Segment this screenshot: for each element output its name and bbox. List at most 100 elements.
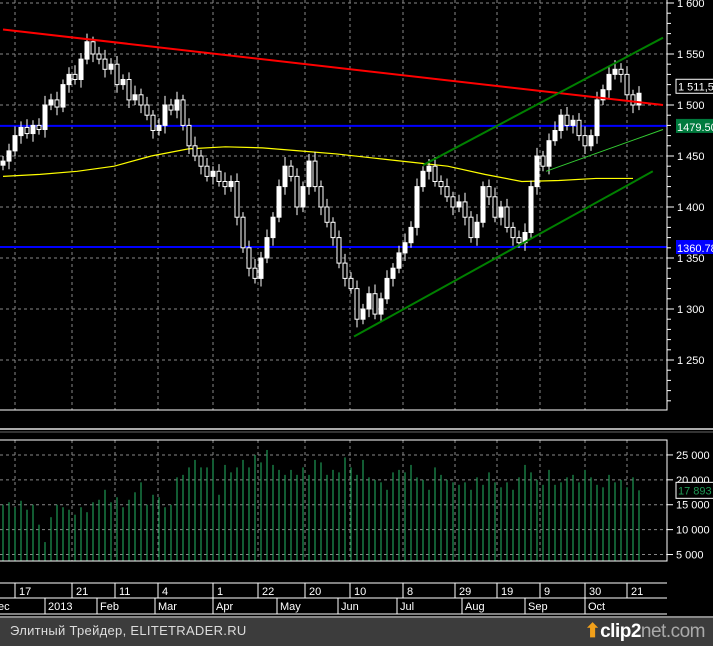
candle-body: [168, 104, 174, 111]
candle-body: [258, 257, 264, 279]
price-tick-label: 1 600: [677, 0, 705, 10]
candle-body: [234, 181, 240, 218]
candle-body: [456, 201, 462, 208]
volume-tick-label: 15 000: [676, 500, 710, 512]
candle-body: [312, 160, 318, 188]
candle-body: [192, 145, 198, 157]
candle-body: [144, 104, 150, 116]
candle-body: [36, 124, 42, 130]
price-tick-label: 1 450: [677, 151, 705, 163]
month-label: Jul: [400, 601, 414, 613]
candle-body: [138, 94, 144, 106]
candle-body: [120, 79, 126, 86]
candle-body: [540, 155, 546, 167]
last-price-box: [675, 78, 713, 94]
day-tick-label: 22: [262, 586, 274, 598]
candle-body: [336, 237, 342, 264]
candle-body: [486, 186, 492, 198]
trendline: [353, 170, 654, 338]
candle-body: [24, 126, 30, 135]
candle-body: [96, 53, 102, 60]
candle-body: [54, 99, 60, 108]
candle-body: [624, 73, 630, 96]
candle-body: [210, 170, 216, 177]
candle-body: [492, 196, 498, 218]
candle-body: [414, 186, 420, 228]
day-tick-label: 19: [501, 586, 513, 598]
horizontal-levels: 1479.50 1360.78: [0, 118, 713, 255]
price-panel-frame: [0, 0, 668, 411]
volume-tick-label: 10 000: [676, 525, 710, 537]
volume-last-box: [675, 481, 713, 499]
volume-panel-frame: [0, 439, 668, 562]
candle-body: [582, 135, 588, 147]
candle-body: [468, 216, 474, 239]
day-tick-label: 9: [544, 586, 550, 598]
candle-body: [60, 84, 66, 108]
candle-body: [396, 252, 402, 269]
candle-body: [516, 237, 522, 244]
candle-body: [204, 165, 210, 177]
price-tick-label: 1 250: [677, 355, 705, 367]
candle-body: [480, 186, 486, 223]
candle-body: [342, 262, 348, 279]
candle-body: [108, 63, 114, 70]
footer-text: Элитный Трейдер, ELITETRADER.RU: [10, 623, 247, 638]
candle-body: [594, 99, 600, 137]
candle-body: [276, 186, 282, 218]
month-label: Mar: [158, 601, 177, 613]
moving-average: [2, 146, 633, 183]
candle-body: [498, 206, 504, 218]
candle-body: [102, 58, 108, 70]
candle-body: [114, 63, 120, 86]
candle-body: [90, 41, 96, 55]
price-tick-label: 1 350: [677, 253, 705, 265]
candle-body: [510, 226, 516, 239]
candle-body: [174, 99, 180, 111]
candle-body: [588, 135, 594, 147]
candle-body: [84, 41, 90, 60]
candle-body: [48, 99, 54, 106]
candle-body: [0, 160, 6, 166]
candle-body: [6, 150, 12, 162]
day-tick-label: 21: [76, 586, 88, 598]
candle-body: [372, 293, 378, 315]
candle-body: [504, 206, 510, 228]
day-tick-label: 8: [407, 586, 413, 598]
level-label: 1479.50: [677, 122, 713, 134]
candle-body: [18, 126, 24, 137]
month-label: Aug: [465, 601, 485, 613]
candle-body: [12, 135, 18, 152]
candle-body: [72, 73, 78, 81]
day-tick-label: 20: [309, 586, 321, 598]
month-label: ec: [0, 601, 10, 613]
candle-body: [66, 73, 72, 86]
candle-body: [42, 104, 48, 130]
price-tick-label: 1 550: [677, 49, 705, 61]
level-label: 1360.78: [677, 243, 713, 255]
volume-tick-label: 25 000: [676, 450, 710, 462]
trendline: [422, 36, 664, 167]
month-label: Oct: [588, 601, 605, 613]
candle-body: [408, 226, 414, 244]
price-tick-label: 1 400: [677, 202, 705, 214]
day-tick-label: 10: [354, 586, 366, 598]
candle-body: [402, 242, 408, 254]
candle-body: [606, 73, 612, 91]
candle-body: [324, 206, 330, 223]
month-label: May: [280, 601, 301, 613]
candle-body: [438, 181, 444, 188]
candle-body: [378, 298, 384, 315]
month-label: Sep: [528, 601, 548, 613]
candle-body: [600, 89, 606, 101]
candle-body: [162, 104, 168, 126]
candle-body: [294, 175, 300, 208]
candle-body: [576, 119, 582, 137]
clip2net-logo[interactable]: ⬆clip2net.com: [584, 621, 706, 642]
footer: Элитный Трейдер, ELITETRADER.RU ⬆clip2ne…: [0, 616, 713, 646]
month-label: Jun: [341, 601, 359, 613]
candle-body: [216, 170, 222, 183]
day-tick-label: 11: [119, 586, 130, 598]
trendline: [2, 28, 664, 106]
candle-body: [300, 186, 306, 208]
